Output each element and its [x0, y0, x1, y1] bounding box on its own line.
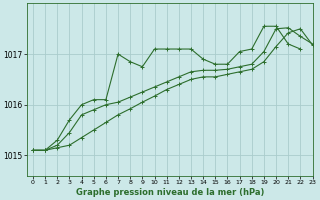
- X-axis label: Graphe pression niveau de la mer (hPa): Graphe pression niveau de la mer (hPa): [76, 188, 264, 197]
